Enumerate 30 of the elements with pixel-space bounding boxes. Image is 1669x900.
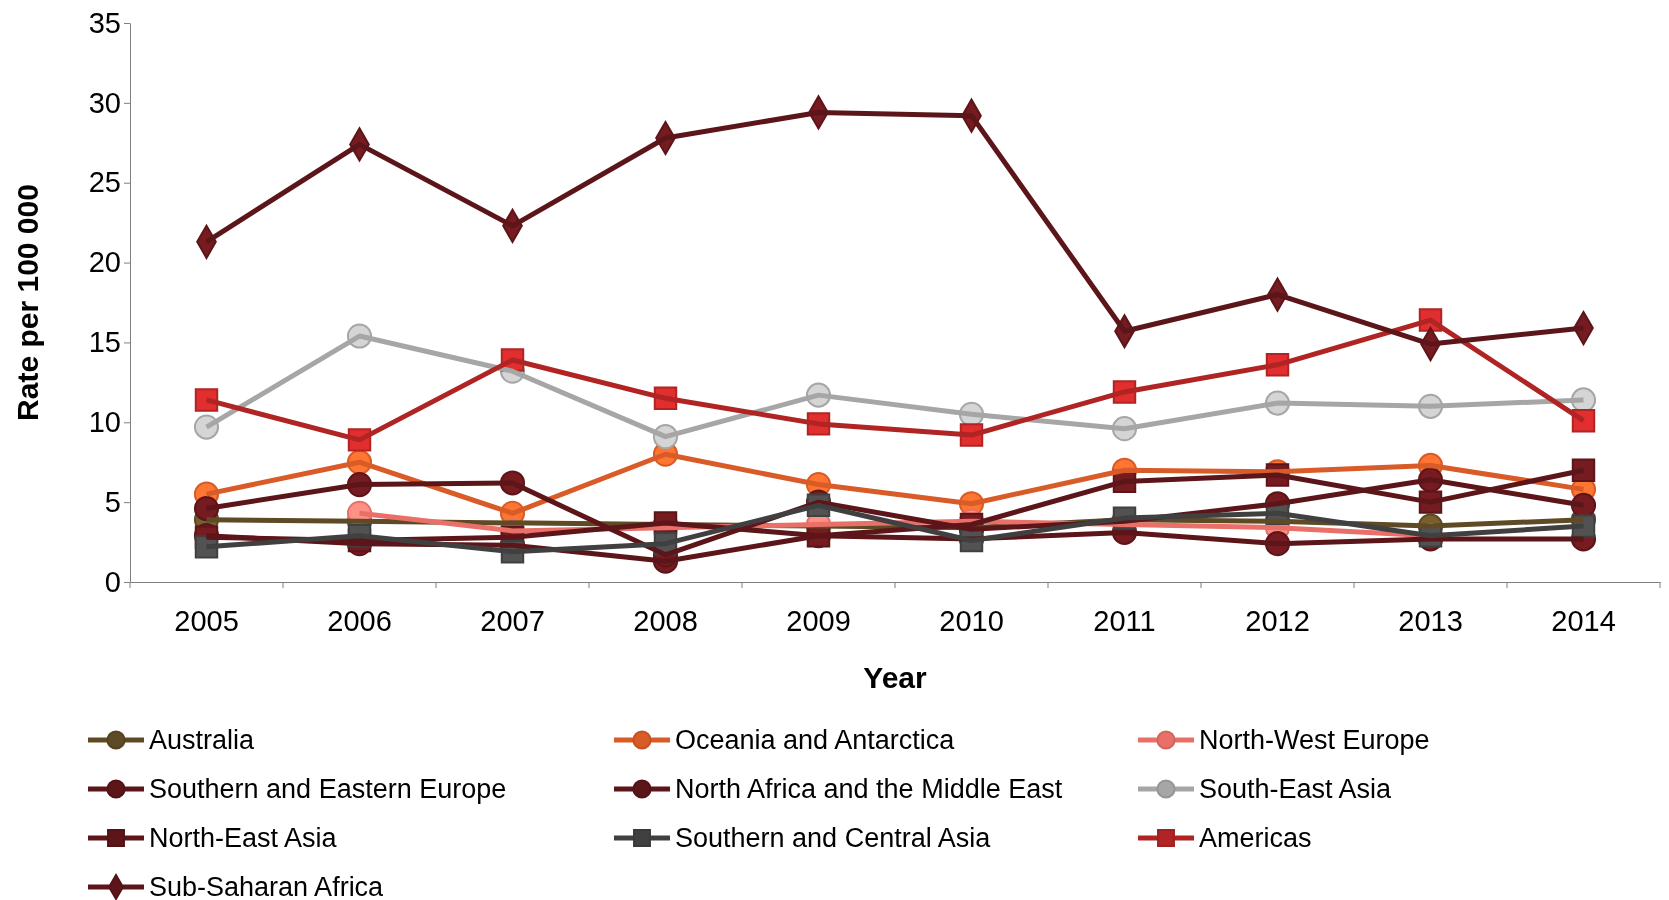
x-tick-label: 2008 [633, 605, 698, 638]
x-tick-label: 2014 [1551, 605, 1616, 638]
legend-label: Americas [1199, 823, 1312, 854]
x-tick-label: 2006 [327, 605, 392, 638]
legend-label: Sub-Saharan Africa [149, 872, 385, 900]
x-tick-label: 2011 [1093, 605, 1156, 638]
x-tick-label: 2007 [480, 605, 545, 638]
legend-label: Australia [149, 725, 256, 756]
y-tick-label: 5 [104, 485, 121, 518]
y-tick-label: 0 [104, 565, 121, 598]
legend-label: South-East Asia [1199, 774, 1393, 805]
y-tick-label: 35 [88, 6, 121, 39]
legend-label: North Africa and the Middle East [675, 774, 1063, 805]
x-tick-label: 2005 [174, 605, 239, 638]
x-tick-label: 2010 [939, 605, 1004, 638]
y-tick-label: 10 [88, 406, 121, 439]
legend-label: Oceania and Antarctica [675, 725, 956, 756]
x-axis-title: Year [863, 661, 928, 694]
y-tick-label: 15 [88, 326, 121, 359]
legend-label: North-West Europe [1199, 725, 1430, 756]
y-tick-label: 30 [88, 86, 121, 119]
y-tick-label: 25 [88, 166, 121, 199]
legend-label: North-East Asia [149, 823, 338, 854]
x-tick-label: 2013 [1398, 605, 1463, 638]
x-tick-label: 2009 [786, 605, 851, 638]
legend-label: Southern and Central Asia [675, 823, 992, 854]
y-tick-label: 20 [88, 246, 121, 279]
y-axis-title: Rate per 100 000 [11, 184, 44, 421]
x-tick-label: 2012 [1245, 605, 1310, 638]
legend-label: Southern and Eastern Europe [149, 774, 507, 805]
